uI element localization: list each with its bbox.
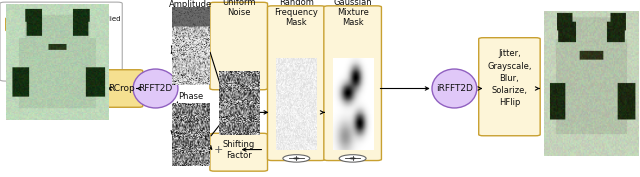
Circle shape	[339, 155, 366, 162]
FancyBboxPatch shape	[100, 70, 143, 107]
FancyBboxPatch shape	[6, 18, 35, 31]
Text: Blur,: Blur,	[500, 74, 519, 83]
Text: Jitter,: Jitter,	[498, 50, 521, 58]
Text: Noise: Noise	[227, 8, 250, 17]
Ellipse shape	[133, 69, 178, 108]
Circle shape	[293, 158, 300, 159]
Circle shape	[236, 112, 242, 113]
Text: iRFFT2D: iRFFT2D	[436, 84, 473, 93]
Text: Shifting: Shifting	[223, 140, 255, 149]
Text: Element-wise: Element-wise	[44, 45, 90, 51]
Text: Solarize,: Solarize,	[492, 86, 527, 95]
Text: Random: Random	[279, 0, 314, 7]
Text: Mask: Mask	[342, 18, 364, 27]
Text: Amplitude: Amplitude	[169, 0, 212, 9]
Ellipse shape	[432, 69, 477, 108]
Text: Gaussian: Gaussian	[333, 0, 372, 7]
Text: Factor: Factor	[226, 151, 252, 160]
Circle shape	[8, 50, 34, 58]
Circle shape	[349, 158, 356, 159]
Text: Phase: Phase	[178, 92, 204, 101]
FancyBboxPatch shape	[210, 2, 268, 90]
Text: HFlip: HFlip	[499, 98, 520, 107]
Circle shape	[18, 53, 24, 55]
FancyBboxPatch shape	[0, 2, 122, 81]
FancyBboxPatch shape	[479, 38, 540, 136]
Text: Frequency: Frequency	[275, 8, 318, 17]
Circle shape	[225, 109, 252, 116]
FancyBboxPatch shape	[268, 6, 325, 161]
Text: multiplication: multiplication	[44, 55, 92, 61]
Text: Mask: Mask	[285, 18, 307, 27]
Text: RFFT2D: RFFT2D	[138, 84, 173, 93]
Text: Mixture: Mixture	[337, 8, 369, 17]
Text: Grayscale,: Grayscale,	[487, 62, 532, 71]
Text: RCrop: RCrop	[108, 84, 135, 93]
Text: Stochastically applied: Stochastically applied	[44, 16, 120, 22]
Text: augmentation: augmentation	[44, 24, 93, 30]
Circle shape	[283, 155, 310, 162]
FancyBboxPatch shape	[324, 6, 381, 161]
FancyBboxPatch shape	[210, 133, 268, 171]
Text: Uniform: Uniform	[222, 0, 255, 7]
Text: +: +	[214, 145, 223, 155]
